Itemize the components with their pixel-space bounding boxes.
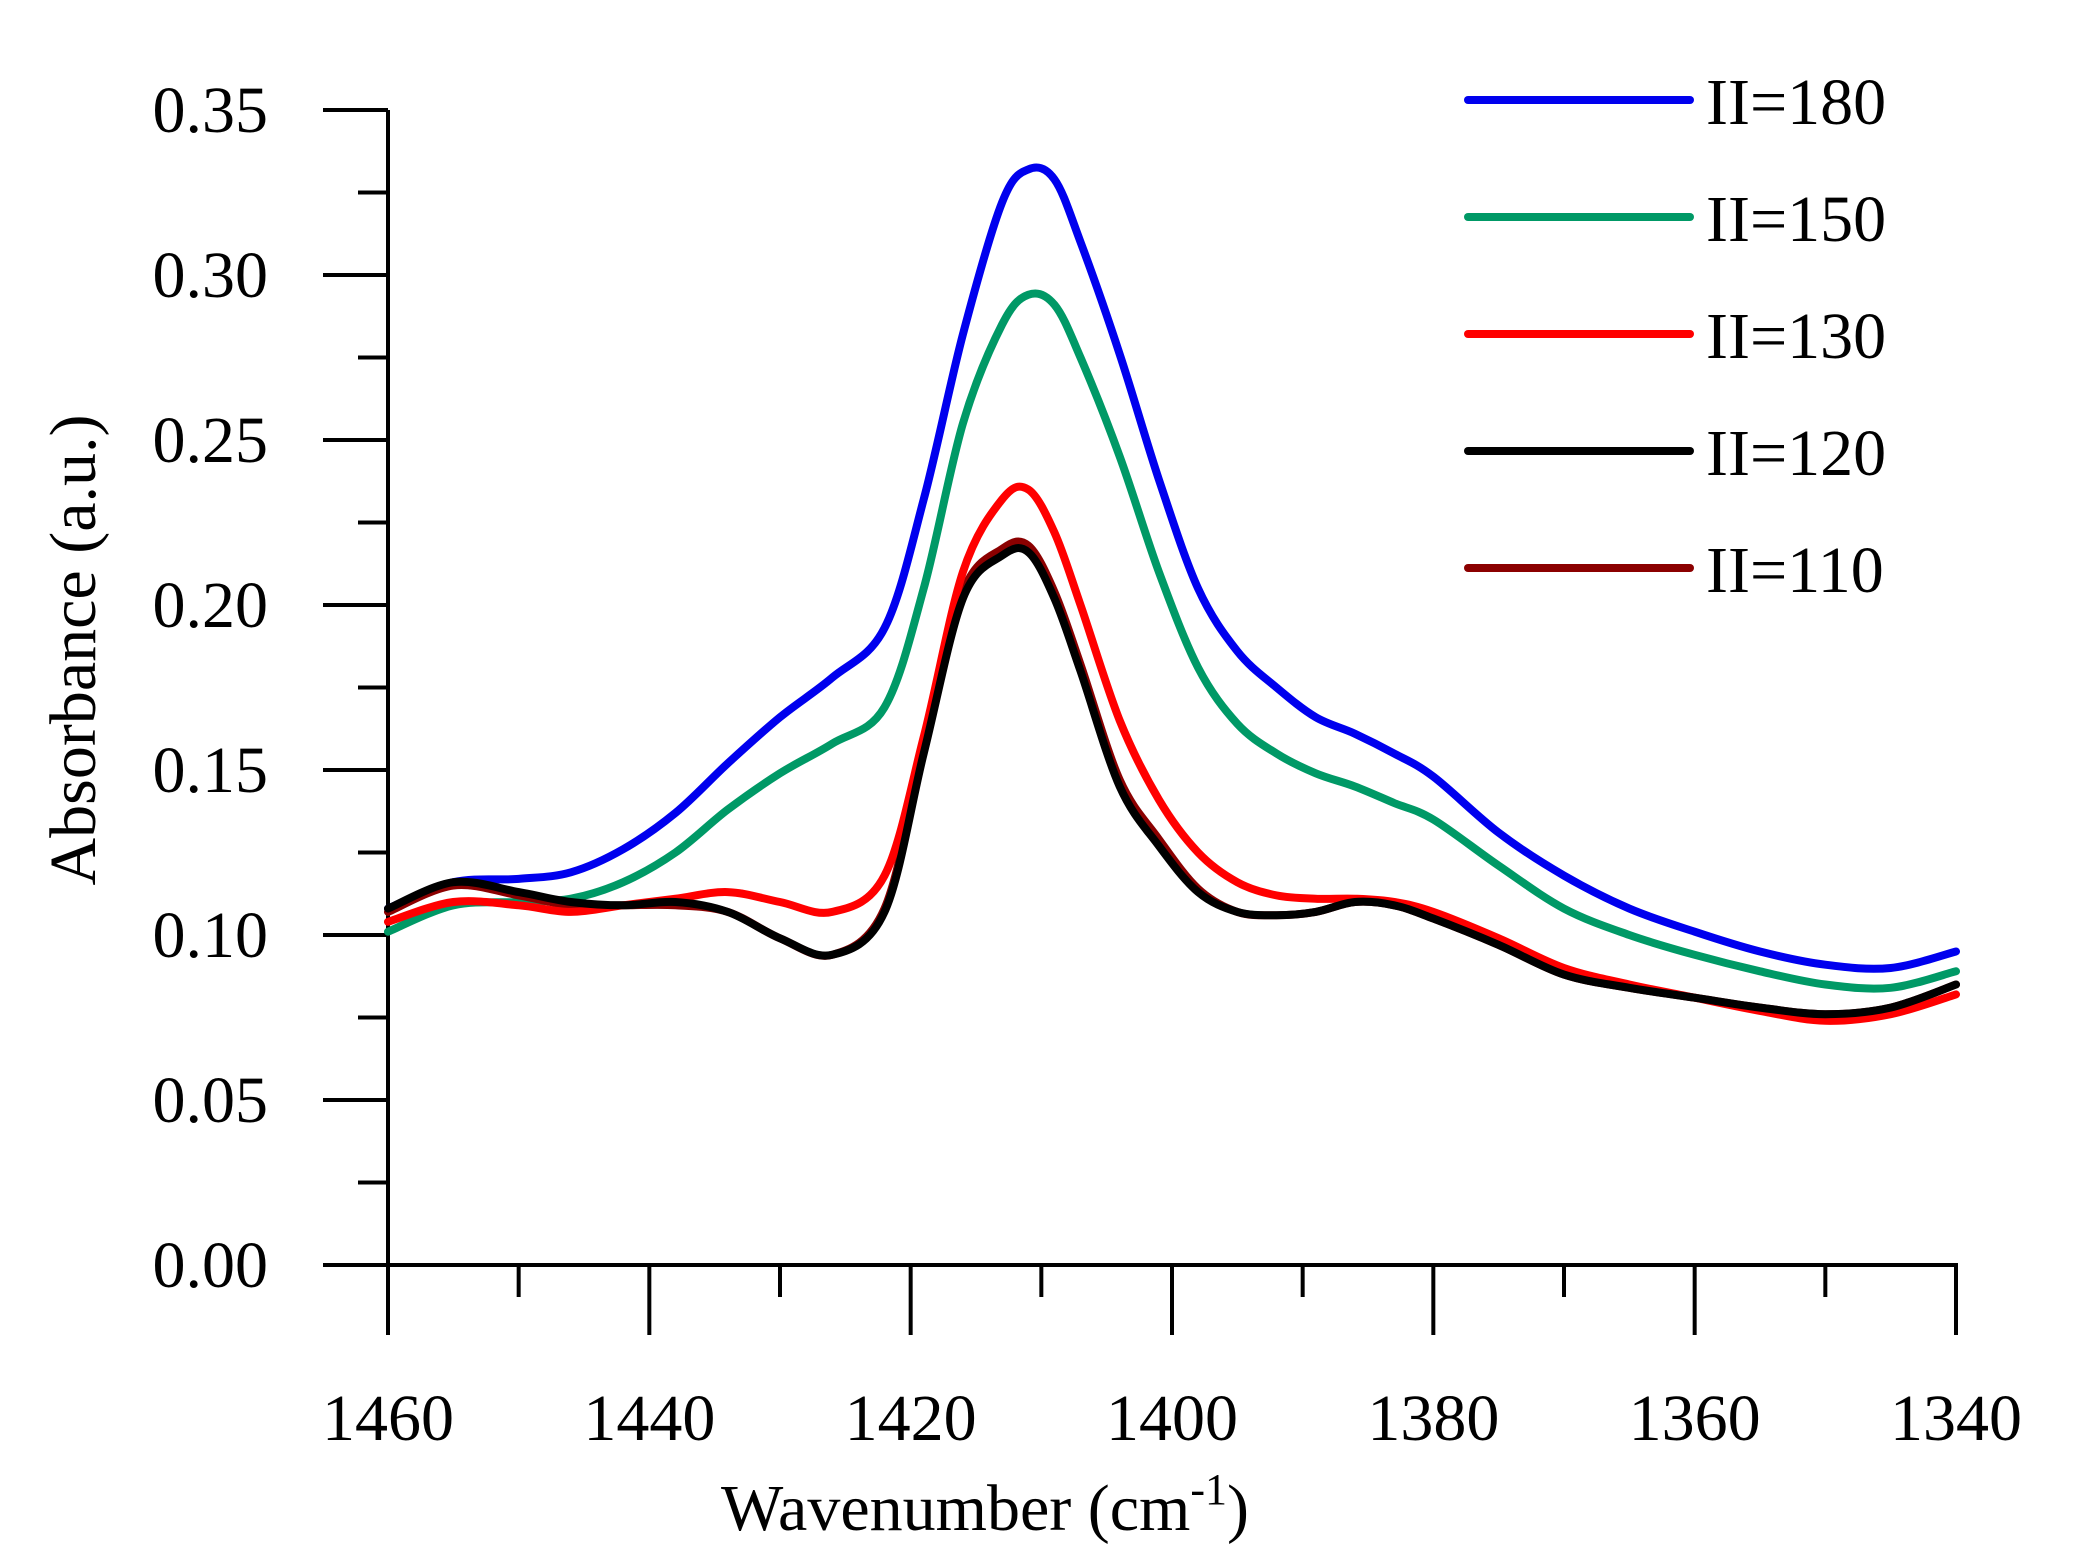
y-tick-label: 0.00 [153, 1229, 269, 1302]
y-axis: 0.00 0.05 0.10 0.15 0.20 0.25 0.30 0.35 [153, 74, 390, 1302]
x-tick-label: 1460 [322, 1382, 454, 1455]
legend-item: II=120 [1464, 417, 1886, 490]
x-axis: 1460 1440 1420 1400 1380 1360 1340 [322, 1263, 2022, 1455]
y-axis-title: Absorbance (a.u.) [37, 415, 110, 886]
x-tick-label: 1420 [845, 1382, 977, 1455]
y-tick-label: 0.05 [153, 1064, 269, 1137]
legend-item: II=180 [1464, 66, 1886, 139]
series-lines [384, 163, 1960, 1025]
legend-label: II=180 [1706, 66, 1886, 139]
series-line-ii-130 [384, 482, 1960, 1025]
series-line-ii-120 [384, 544, 1960, 1019]
y-tick-label: 0.10 [153, 899, 269, 972]
y-tick-label: 0.25 [153, 404, 269, 477]
x-axis-title-superscript: -1 [1190, 1465, 1227, 1514]
x-tick-label: 1340 [1890, 1382, 2022, 1455]
x-axis-title-main: Wavenumber (cm [721, 1472, 1190, 1545]
legend-item: II=130 [1464, 300, 1886, 373]
legend-item: II=110 [1464, 534, 1884, 607]
legend: II=180 II=150 II=130 II=120 II=110 [1464, 66, 1886, 607]
legend-label: II=110 [1706, 534, 1884, 607]
series-line-ii-180 [384, 163, 1960, 973]
legend-label: II=120 [1706, 417, 1886, 490]
x-axis-title-suffix: ) [1227, 1472, 1249, 1545]
x-tick-label: 1440 [583, 1382, 715, 1455]
y-tick-label: 0.15 [153, 734, 269, 807]
y-tick-label: 0.20 [153, 569, 269, 642]
legend-label: II=130 [1706, 300, 1886, 373]
x-tick-label: 1400 [1106, 1382, 1238, 1455]
x-tick-label: 1380 [1367, 1382, 1499, 1455]
x-tick-label: 1360 [1629, 1382, 1761, 1455]
y-tick-label: 0.35 [153, 74, 269, 147]
series-line-ii-150 [384, 289, 1960, 993]
legend-item: II=150 [1464, 183, 1886, 256]
y-tick-label: 0.30 [153, 239, 269, 312]
legend-label: II=150 [1706, 183, 1886, 256]
x-axis-title: Wavenumber (cm-1) [721, 1465, 1249, 1545]
